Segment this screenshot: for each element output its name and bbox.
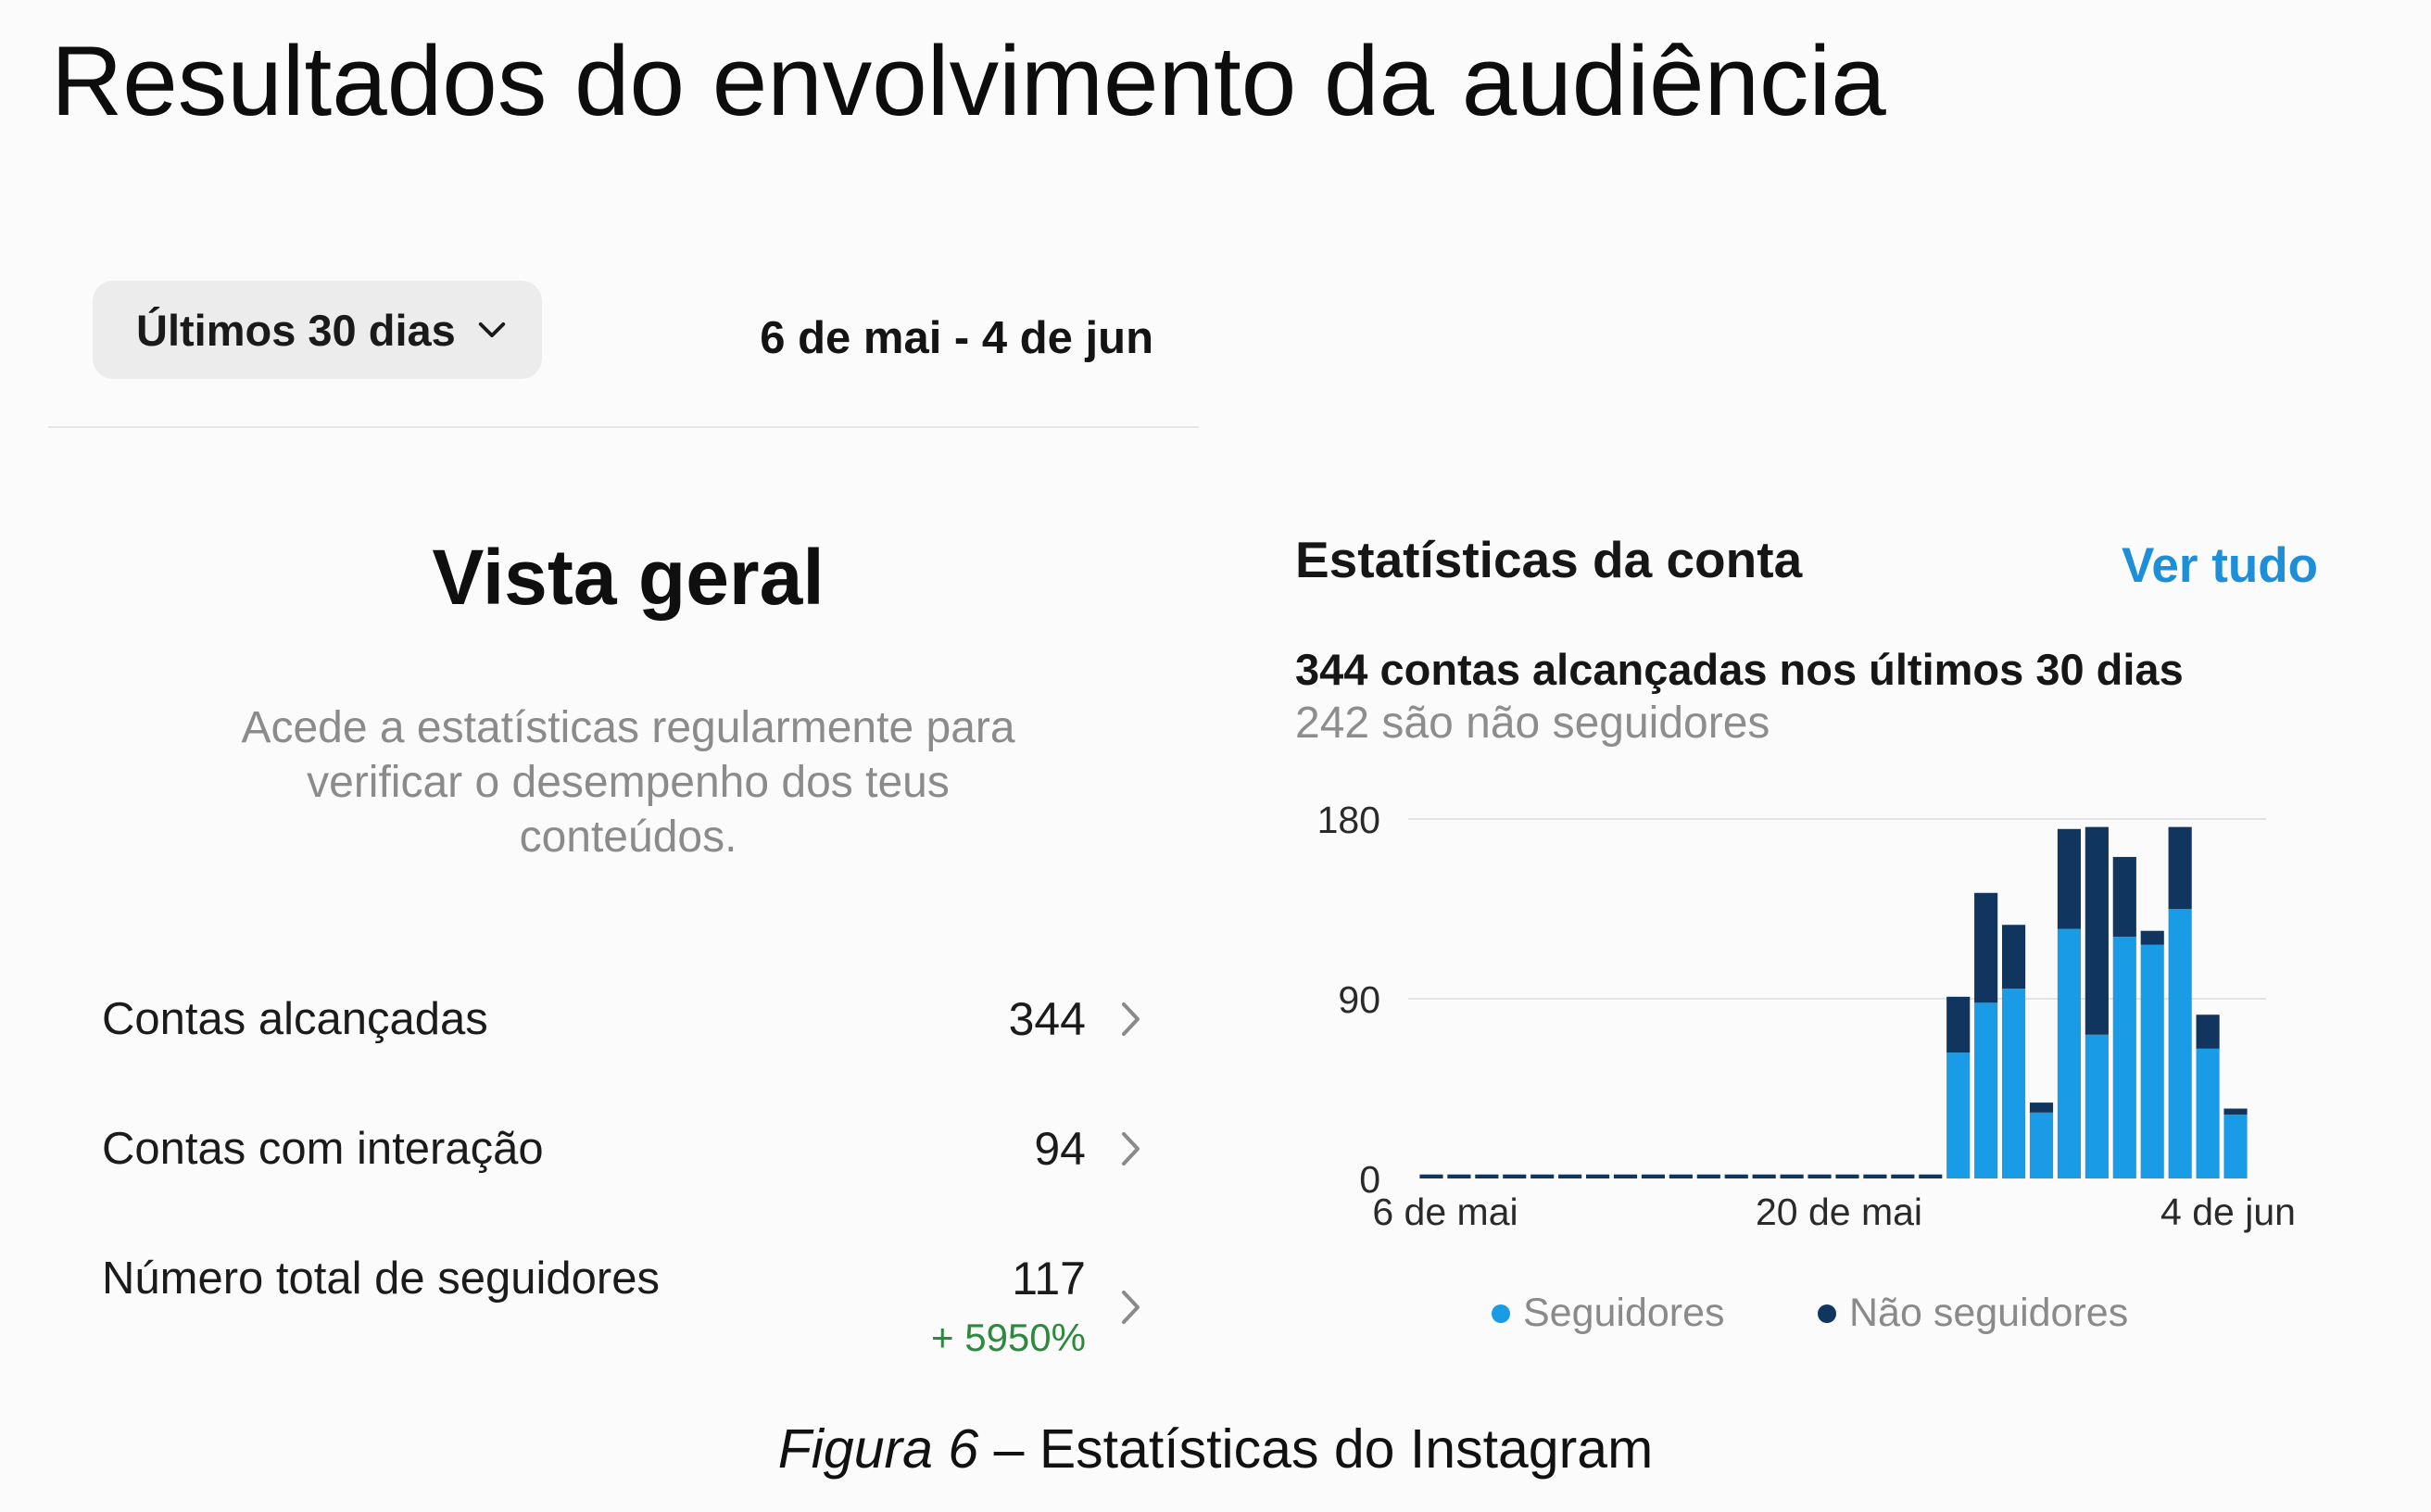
bar-followers [2057, 928, 2082, 1178]
bar-nonfollowers [1503, 1174, 1527, 1178]
x-tick-label: 6 de mai [1372, 1191, 1518, 1233]
metric-change: + 5950% [931, 1316, 1086, 1359]
bar-nonfollowers [1669, 1174, 1693, 1178]
x-tick-label: 4 de jun [2160, 1191, 2296, 1233]
bar-nonfollowers [1585, 1174, 1610, 1178]
bar-nonfollowers [1530, 1174, 1555, 1178]
overview-description: Acede a estatísticas regularmente para v… [241, 703, 1015, 862]
legend-nonfollowers: Não seguidores [1818, 1291, 2128, 1336]
bar-nonfollowers [2140, 930, 2164, 945]
bar-followers [2168, 909, 2192, 1178]
legend-followers: Seguidores [1492, 1291, 1725, 1336]
date-range-dropdown[interactable]: Últimos 30 dias [93, 281, 542, 379]
figure-number: Figura 6 [777, 1418, 979, 1480]
bar-nonfollowers [1780, 1174, 1804, 1178]
legend-dot-icon [1492, 1304, 1510, 1323]
metric-value: 117 [1012, 1253, 1086, 1304]
bar-followers [2223, 1115, 2248, 1178]
bar-followers [2001, 989, 2026, 1178]
bar-nonfollowers [1558, 1174, 1582, 1178]
chevron-right-icon[interactable] [1108, 1127, 1153, 1171]
bar-nonfollowers [1696, 1174, 1720, 1178]
metric-row-accounts-reached[interactable]: Contas alcançadas 344 [102, 977, 1158, 1061]
bar-followers [2085, 1034, 2109, 1178]
chevron-right-icon[interactable] [1108, 1285, 1153, 1329]
metric-label: Contas alcançadas [102, 994, 488, 1044]
reached-summary: 344 contas alcançadas nos últimos 30 dia… [1295, 645, 2184, 694]
caption-text: – Estatísticas do Instagram [978, 1418, 1654, 1480]
bar-nonfollowers [2112, 856, 2136, 938]
bar-nonfollowers [2001, 925, 2026, 989]
bar-nonfollowers [1613, 1174, 1638, 1178]
overview-title: Vista geral [432, 534, 825, 621]
date-range-dropdown-label: Últimos 30 dias [136, 305, 456, 355]
nonfollowers-summary: 242 são não seguidores [1295, 699, 1770, 748]
reach-bar-chart: 0 90 180 6 de mai 20 de mai 4 de jun [1317, 799, 2296, 1233]
chevron-down-icon [478, 321, 505, 338]
page-title: Resultados do envolvimento da audiência [51, 25, 1886, 136]
legend-dot-icon [1818, 1304, 1836, 1323]
bar-followers [1946, 1052, 1971, 1178]
y-tick-label: 90 [1338, 978, 1380, 1021]
bar-nonfollowers [2196, 1014, 2220, 1049]
legend-label: Não seguidores [1849, 1291, 2129, 1335]
bar-nonfollowers [1891, 1174, 1915, 1178]
bar-nonfollowers [2223, 1108, 2248, 1115]
bar-nonfollowers [2057, 828, 2082, 929]
bar-followers [2196, 1048, 2220, 1178]
metric-row-total-followers[interactable]: Número total de seguidores 117 + 5950% [102, 1237, 1158, 1376]
metric-row-accounts-engaged[interactable]: Contas com interação 94 [102, 1107, 1158, 1191]
bar-nonfollowers [1724, 1174, 1748, 1178]
figure-caption: Figura 6 – Estatísticas do Instagram [0, 1418, 2431, 1480]
chevron-right-icon[interactable] [1108, 997, 1153, 1041]
date-range-text: 6 de mai - 4 de jun [760, 313, 1153, 363]
bar-nonfollowers [2029, 1102, 2054, 1113]
divider [48, 426, 1199, 428]
metric-value: 94 [1034, 1123, 1086, 1175]
metric-label: Contas com interação [102, 1124, 544, 1174]
bar-nonfollowers [1974, 892, 1998, 1003]
bar-nonfollowers [1835, 1174, 1859, 1178]
bar-nonfollowers [1475, 1174, 1499, 1178]
bar-nonfollowers [1447, 1174, 1471, 1178]
bar-followers [2029, 1112, 2054, 1178]
bar-followers [2112, 937, 2136, 1178]
bar-nonfollowers [1919, 1174, 1943, 1178]
bar-followers [1974, 1002, 1998, 1178]
bar-followers [2140, 944, 2164, 1178]
bar-nonfollowers [1641, 1174, 1666, 1178]
x-tick-label: 20 de mai [1756, 1191, 1922, 1233]
y-tick-label: 0 [1359, 1158, 1380, 1201]
bar-nonfollowers [1419, 1174, 1443, 1178]
metric-label: Número total de seguidores [102, 1254, 660, 1304]
account-stats-title: Estatísticas da conta [1295, 531, 1803, 588]
bar-nonfollowers [1863, 1174, 1887, 1178]
bar-nonfollowers [2085, 826, 2109, 1035]
bar-nonfollowers [1946, 996, 1971, 1053]
legend-label: Seguidores [1523, 1291, 1725, 1335]
y-tick-label: 180 [1317, 799, 1380, 841]
metric-value: 344 [1008, 993, 1086, 1045]
bar-nonfollowers [2168, 826, 2192, 909]
bar-nonfollowers [1752, 1174, 1776, 1178]
bar-nonfollowers [1808, 1174, 1832, 1178]
see-all-link[interactable]: Ver tudo [2122, 538, 2319, 593]
